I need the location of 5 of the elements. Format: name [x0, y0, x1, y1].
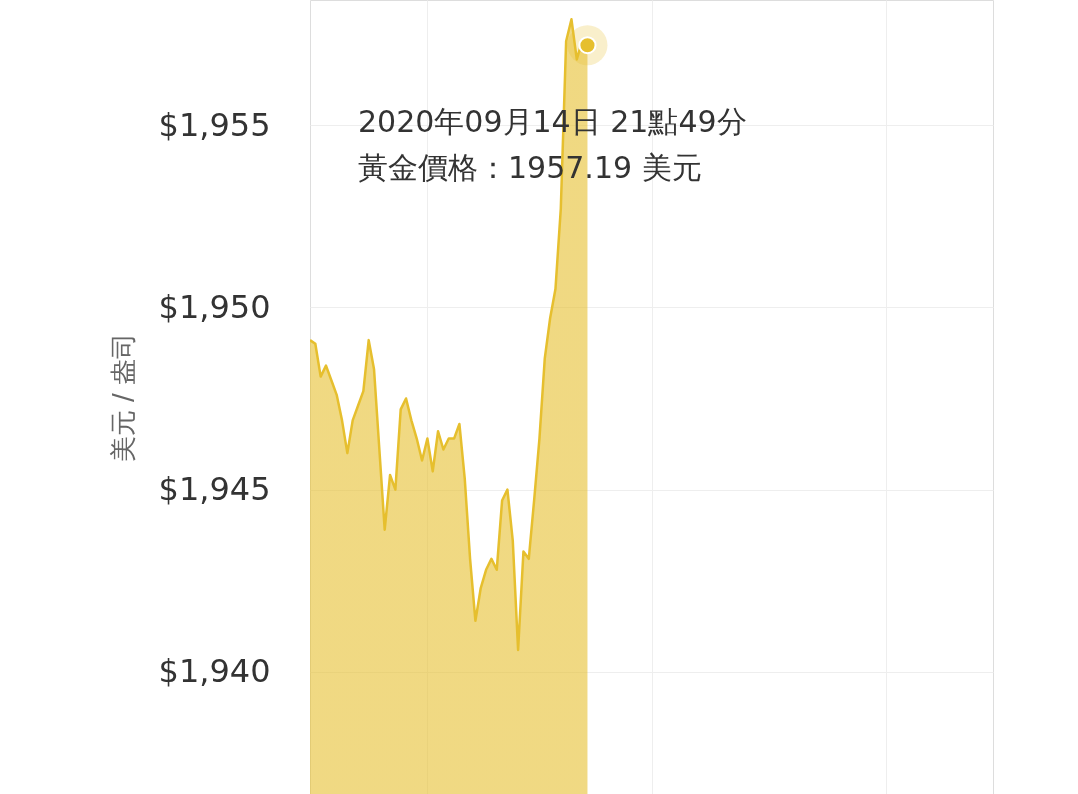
- y-axis-title: 美元 / 盎司: [107, 332, 138, 463]
- y-tick-label: $1,955: [158, 105, 271, 144]
- y-tick-label: $1,945: [158, 470, 271, 509]
- y-tick-label: $1,940: [158, 652, 271, 691]
- y-tick-label: $1,950: [158, 287, 271, 326]
